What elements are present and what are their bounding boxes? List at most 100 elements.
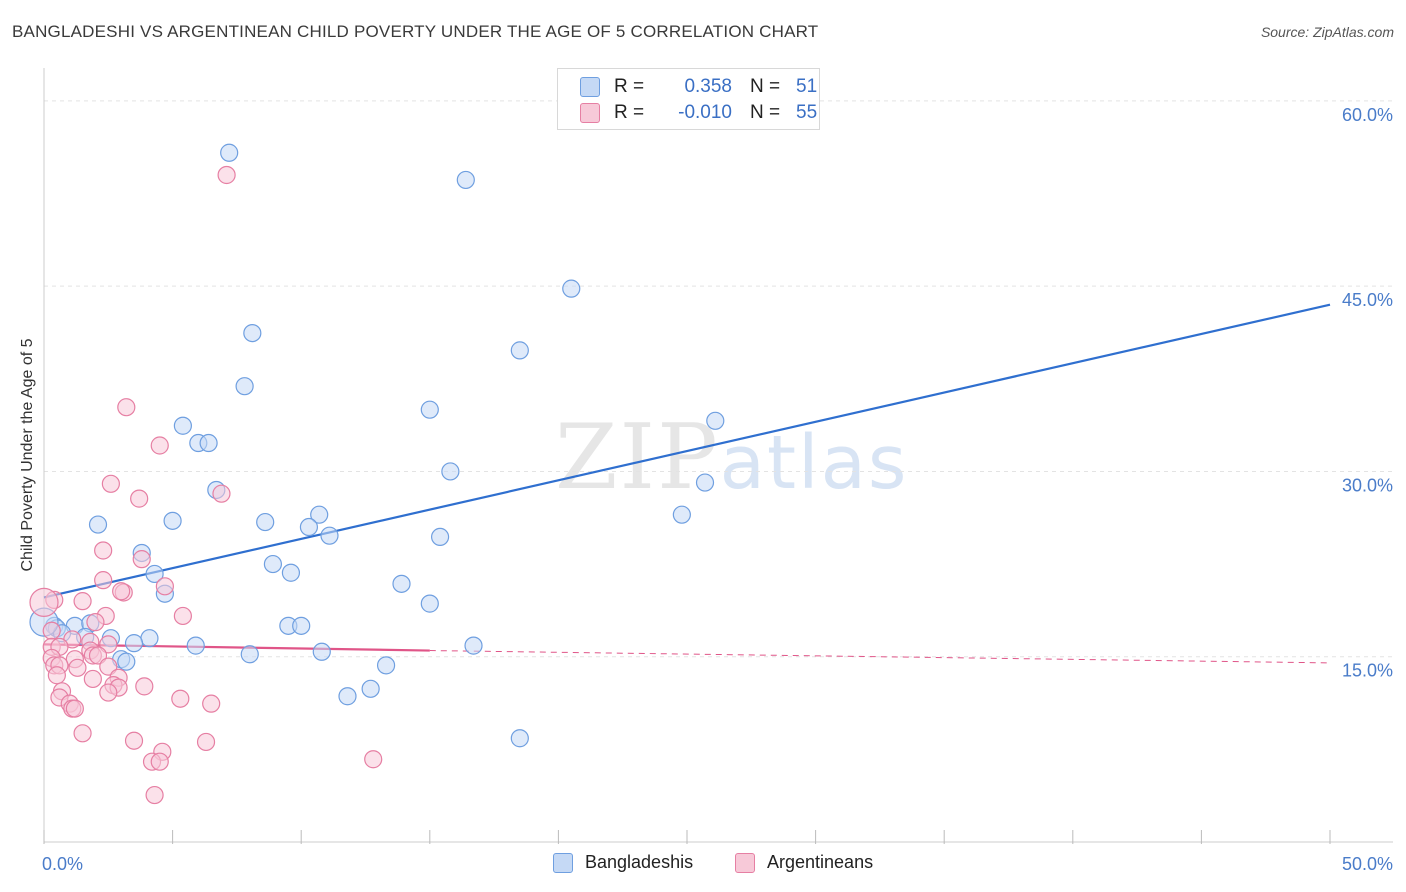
data-point [312, 642, 331, 661]
source-label: Source: ZipAtlas.com [1260, 24, 1394, 40]
data-point [29, 587, 59, 617]
data-point [173, 606, 192, 626]
legend-r-label: R = [614, 76, 645, 97]
legend-n-label: N = [750, 102, 781, 123]
data-point [392, 574, 411, 593]
legend-swatch-pink [735, 852, 755, 873]
data-point [217, 165, 236, 185]
data-point [695, 473, 715, 492]
chart-title: BANGLADESHI VS ARGENTINEAN CHILD POVERTY… [12, 22, 819, 41]
legend-n-label: N = [750, 76, 781, 97]
data-point [361, 679, 380, 698]
data-point [112, 582, 131, 601]
legend-swatch-blue [553, 852, 573, 873]
data-point [420, 594, 439, 613]
legend-row-bangladeshis: R = 0.358 N = 51 [580, 74, 817, 100]
watermark-zip: ZIP [555, 405, 720, 510]
data-point [117, 652, 136, 671]
legend-swatch-pink [580, 103, 600, 123]
data-point [310, 505, 329, 524]
data-point [65, 699, 84, 718]
data-point [173, 416, 192, 435]
data-point [145, 564, 164, 584]
data-point [130, 489, 149, 508]
y-tick-label: 45.0% [1342, 290, 1393, 310]
legend-item-label: Bangladeshis [585, 852, 694, 872]
data-point [235, 377, 254, 396]
data-point [456, 170, 475, 190]
y-tick-label: 15.0% [1342, 661, 1393, 681]
trendlines [43, 303, 1331, 664]
x-tick-label-max: 50.0% [1342, 854, 1393, 874]
legend-item-argentineans: Argentineans [735, 852, 873, 873]
data-point [263, 554, 283, 574]
data-point [292, 616, 311, 635]
data-point [42, 621, 61, 640]
data-point [68, 658, 87, 677]
data-point [299, 517, 319, 537]
data-point [430, 527, 450, 547]
data-point [150, 752, 169, 771]
data-point [132, 550, 151, 569]
data-point [155, 577, 174, 596]
axes [43, 68, 1393, 844]
data-point [220, 143, 239, 162]
data-point [145, 785, 164, 805]
data-point [88, 646, 108, 665]
data-point [256, 512, 275, 532]
data-point [47, 666, 66, 685]
data-point [83, 669, 102, 689]
x-tick-label-min: 0.0% [42, 854, 83, 874]
legend-item-bangladeshis: Bangladeshis [553, 852, 693, 873]
legend-row-argentineans: R = -0.010 N = 55 [580, 100, 817, 126]
data-point [212, 484, 231, 503]
data-point [101, 474, 120, 493]
y-tick-label: 30.0% [1342, 475, 1393, 495]
data-point [171, 689, 190, 708]
data-point [99, 683, 118, 702]
data-point [464, 636, 483, 655]
legend-r-label: R = [614, 102, 645, 123]
data-point [196, 732, 216, 752]
data-point [376, 656, 396, 675]
data-point [73, 592, 92, 611]
legend-n-value: 55 [796, 102, 818, 123]
data-point [281, 563, 301, 582]
watermark: ZIPatlas [555, 405, 908, 510]
data-point [163, 511, 182, 530]
tick-labels: 15.0% 30.0% 45.0% 60.0% 0.0% 50.0% [42, 105, 1393, 874]
data-point [320, 526, 339, 545]
data-point [94, 541, 113, 560]
data-point [94, 571, 113, 590]
data-point [86, 613, 105, 632]
data-point [364, 750, 383, 769]
data-point [99, 657, 118, 676]
data-point [73, 724, 92, 743]
data-point [124, 731, 144, 750]
y-tick-label: 60.0% [1342, 105, 1393, 125]
data-point [672, 505, 691, 524]
data-point [510, 729, 529, 748]
data-points [29, 143, 725, 805]
data-point [88, 515, 108, 534]
data-point [510, 341, 529, 360]
data-point [562, 279, 581, 298]
data-point [202, 694, 221, 713]
data-point [99, 635, 118, 654]
legend-n-value: 51 [796, 76, 818, 97]
series-legend: Bangladeshis Argentineans [0, 852, 1406, 878]
data-point [135, 677, 154, 696]
data-point [441, 462, 460, 481]
data-point [706, 411, 725, 430]
trendline-argentineans [429, 650, 1331, 664]
trendline-bangladeshis [43, 303, 1331, 599]
correlation-legend: R = 0.358 N = 51 R = -0.010 N = 55 [557, 68, 820, 130]
legend-r-value: -0.010 [678, 102, 732, 123]
series-argentineans [29, 165, 383, 805]
data-point [150, 436, 169, 455]
watermark-atlas: atlas [719, 420, 909, 506]
data-point [140, 629, 159, 648]
legend-r-value: 0.358 [684, 76, 732, 97]
data-point [117, 398, 136, 417]
data-point [243, 323, 262, 343]
